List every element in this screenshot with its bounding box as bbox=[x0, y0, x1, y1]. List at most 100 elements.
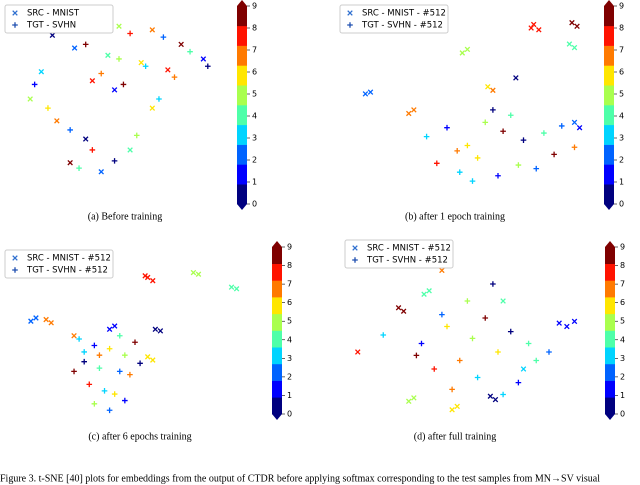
point bbox=[144, 274, 151, 281]
colorbar-tick-label: 3 bbox=[620, 354, 625, 363]
colorbar-band bbox=[272, 397, 282, 415]
point bbox=[122, 397, 128, 404]
point bbox=[362, 91, 369, 97]
colorbar-tick-label: 2 bbox=[287, 372, 292, 381]
colorbar-tick-label: 5 bbox=[619, 90, 624, 99]
colorbar-tick-label: 2 bbox=[619, 156, 624, 165]
legend-label: TGT - SVHN - #512 bbox=[26, 266, 108, 276]
point bbox=[395, 305, 402, 311]
colorbar-band bbox=[604, 6, 614, 27]
point bbox=[233, 286, 240, 292]
colorbar-extend bbox=[604, 0, 614, 6]
point bbox=[142, 63, 149, 70]
colorbar-tick-label: 7 bbox=[287, 280, 292, 289]
colorbar-band bbox=[605, 313, 615, 331]
point bbox=[444, 124, 450, 131]
point bbox=[411, 395, 417, 401]
colorbar-tick-label: 3 bbox=[252, 134, 257, 143]
colorbar-band bbox=[604, 144, 614, 165]
colorbar-tick-label: 0 bbox=[252, 200, 257, 209]
point bbox=[127, 30, 133, 37]
panel-caption: (c) after 6 epochs training bbox=[88, 431, 191, 442]
point bbox=[205, 63, 211, 70]
colorbar-tick-label: 9 bbox=[287, 243, 292, 252]
colorbar-band bbox=[604, 124, 614, 145]
point bbox=[27, 96, 33, 102]
colorbar-extend bbox=[237, 0, 247, 6]
colorbar-band bbox=[605, 263, 615, 281]
point bbox=[492, 396, 499, 403]
colorbar-band bbox=[272, 363, 282, 381]
colorbar-tick-label: 3 bbox=[619, 134, 624, 143]
colorbar-tick-label: 8 bbox=[619, 24, 624, 33]
legend-marker bbox=[347, 10, 353, 16]
point bbox=[89, 147, 96, 153]
point bbox=[454, 148, 461, 154]
colorbar-tick-label: 7 bbox=[252, 46, 257, 55]
colorbar-tick-label: 9 bbox=[620, 243, 625, 252]
point bbox=[49, 32, 56, 39]
colorbar-band bbox=[605, 297, 615, 315]
point bbox=[71, 368, 77, 375]
point bbox=[576, 124, 583, 131]
legend-marker bbox=[12, 22, 18, 28]
point bbox=[418, 340, 425, 347]
point bbox=[160, 34, 167, 40]
colorbar-band bbox=[237, 6, 247, 27]
point bbox=[495, 349, 501, 355]
point bbox=[487, 393, 494, 399]
legend-label: SRC - MNIST - #512 bbox=[367, 244, 451, 254]
point bbox=[190, 269, 197, 276]
colorbar-extend bbox=[237, 204, 247, 210]
point bbox=[528, 25, 534, 31]
colorbar-band bbox=[237, 184, 247, 205]
colorbar-tick-label: 8 bbox=[287, 261, 292, 270]
point bbox=[156, 96, 162, 102]
colorbar-tick-label: 6 bbox=[252, 68, 257, 77]
colorbar-tick-label: 8 bbox=[252, 24, 257, 33]
point bbox=[500, 391, 506, 398]
colorbar-tick-label: 7 bbox=[619, 46, 624, 55]
point bbox=[81, 349, 87, 355]
legend-label: TGT - SVHN - #512 bbox=[361, 21, 443, 31]
legend-marker bbox=[352, 245, 358, 251]
legend-label: TGT - SVHN bbox=[26, 21, 76, 31]
point bbox=[157, 328, 164, 334]
point bbox=[71, 45, 78, 51]
point bbox=[500, 298, 506, 304]
colorbar-band bbox=[604, 85, 614, 106]
colorbar-tick-label: 3 bbox=[287, 354, 292, 363]
point bbox=[520, 366, 527, 372]
legend-label: SRC - MNIST bbox=[27, 9, 80, 19]
point bbox=[490, 281, 496, 287]
point bbox=[111, 87, 118, 93]
point bbox=[566, 41, 573, 47]
colorbar-band bbox=[272, 297, 282, 315]
colorbar-tick-label: 9 bbox=[252, 2, 257, 11]
point bbox=[541, 130, 547, 136]
point bbox=[116, 368, 123, 375]
point bbox=[98, 169, 104, 175]
colorbar-tick-label: 0 bbox=[287, 410, 292, 419]
legend-marker bbox=[347, 22, 353, 28]
point bbox=[200, 56, 207, 62]
legend-box bbox=[344, 239, 454, 269]
point bbox=[116, 332, 123, 339]
point bbox=[165, 67, 171, 73]
legend-box bbox=[339, 4, 449, 34]
legend-label: SRC - MNIST - #512 bbox=[362, 9, 446, 19]
point bbox=[33, 315, 39, 321]
legend-marker bbox=[12, 10, 18, 16]
point bbox=[48, 320, 54, 326]
point bbox=[536, 27, 542, 33]
colorbar-tick-label: 0 bbox=[619, 200, 624, 209]
colorbar-tick-label: 4 bbox=[620, 335, 625, 344]
point bbox=[449, 386, 455, 393]
point bbox=[520, 137, 527, 143]
colorbar-extend bbox=[272, 414, 282, 420]
point bbox=[116, 56, 122, 62]
point bbox=[513, 75, 519, 81]
colorbar-tick-label: 1 bbox=[287, 391, 292, 400]
